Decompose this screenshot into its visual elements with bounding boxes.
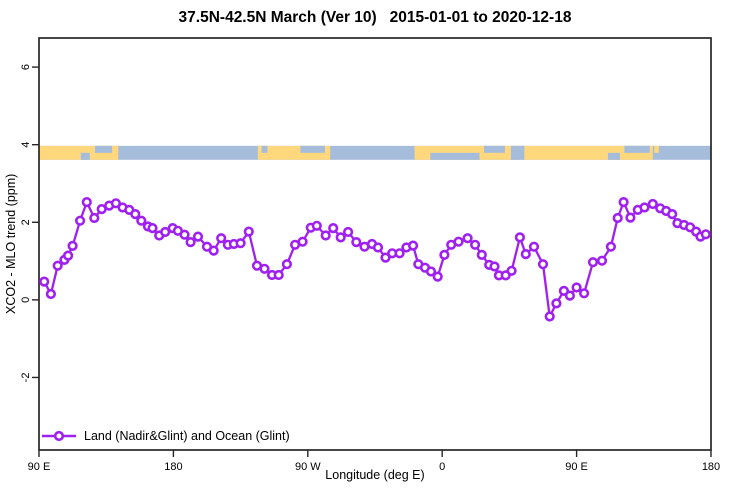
x-tick-label: 0 — [439, 461, 445, 473]
data-point-marker — [179, 229, 190, 240]
data-point-marker — [281, 259, 293, 270]
data-point-marker — [185, 237, 196, 248]
data-point-marker — [667, 209, 678, 220]
data-point-marker — [351, 237, 362, 248]
data-point-marker — [544, 311, 555, 322]
data-point-marker — [311, 220, 322, 231]
data-point-marker — [564, 290, 576, 301]
data-point-marker — [147, 223, 158, 234]
x-tick-label: 90 E — [565, 461, 588, 473]
data-point-marker — [537, 259, 549, 270]
data-point-marker — [520, 249, 531, 260]
y-tick-label: 6 — [20, 64, 32, 70]
data-point-marker — [52, 260, 63, 271]
data-point-marker — [259, 263, 270, 274]
x-tick-label: 90 E — [28, 461, 51, 473]
ocean-patch — [80, 152, 90, 160]
legend: Land (Nadir&Glint) and Ocean (Glint) — [41, 428, 290, 444]
data-point-marker — [394, 248, 405, 259]
y-tick-label: 0 — [20, 297, 32, 303]
data-point-marker — [208, 245, 219, 256]
data-point-marker — [81, 197, 92, 208]
data-point-marker — [130, 209, 141, 220]
data-point-marker — [514, 232, 526, 243]
data-point-marker — [489, 261, 500, 272]
data-point-marker — [506, 265, 517, 276]
data-point-marker — [551, 298, 562, 309]
data-point-marker — [639, 202, 650, 213]
data-point-marker — [462, 233, 473, 244]
x-axis-title: Longitude (deg E) — [325, 468, 425, 482]
data-point-marker — [328, 223, 339, 234]
chart-title: 37.5N-42.5N March (Ver 10) 2015-01-01 to… — [178, 9, 572, 26]
data-point-marker — [528, 241, 540, 252]
legend-label: Land (Nadir&Glint) and Ocean (Glint) — [84, 429, 290, 443]
data-point-marker — [320, 230, 331, 241]
ocean-patch — [484, 145, 505, 153]
x-tick-label: 180 — [702, 461, 720, 473]
ocean-patch — [95, 145, 113, 153]
data-point-marker — [618, 197, 629, 208]
data-point-marker — [700, 229, 711, 240]
data-point-marker — [343, 226, 354, 238]
legend-line-marker-icon — [42, 430, 76, 442]
data-point-marker — [110, 198, 121, 209]
data-point-marker — [425, 266, 437, 277]
ocean-patch — [261, 145, 268, 153]
data-point-marker — [625, 212, 636, 223]
data-point-marker — [380, 252, 391, 263]
data-point-marker — [39, 276, 50, 287]
data-point-marker — [45, 288, 57, 300]
data-point-marker — [67, 240, 78, 251]
data-point-marker — [571, 282, 582, 293]
ocean-patch — [607, 152, 620, 160]
data-point-marker — [439, 249, 450, 260]
plot-box — [38, 37, 712, 451]
ocean-patch — [300, 145, 325, 153]
data-point-marker — [89, 212, 100, 224]
x-tick-label: 180 — [164, 461, 182, 473]
y-tick-label: 4 — [20, 142, 32, 148]
ocean-patch — [430, 152, 480, 160]
data-point-marker — [273, 269, 284, 281]
data-point-marker — [136, 215, 147, 226]
data-point-marker — [160, 226, 171, 238]
data-point-marker — [612, 212, 623, 224]
data-point-marker — [62, 250, 74, 261]
y-tick-label: 2 — [20, 219, 32, 225]
data-point-marker — [74, 215, 86, 226]
data-point-marker — [476, 249, 487, 260]
data-point-marker — [470, 239, 481, 250]
data-point-marker — [235, 238, 246, 249]
data-point-marker — [605, 241, 617, 252]
ocean-patch — [624, 145, 650, 153]
ocean-patch — [510, 145, 525, 160]
data-point-marker — [453, 236, 464, 247]
data-point-marker — [587, 257, 599, 268]
data-point-marker — [408, 240, 419, 251]
data-point-marker — [596, 255, 608, 266]
land-patch — [654, 145, 659, 153]
x-tick-label: 90 W — [295, 461, 321, 473]
data-point-marker — [372, 242, 384, 253]
data-point-marker — [216, 233, 227, 244]
data-point-marker — [243, 226, 254, 237]
data-point-marker — [578, 288, 590, 299]
y-tick-label: -2 — [20, 373, 32, 383]
data-point-marker — [432, 271, 443, 282]
data-point-marker — [647, 198, 658, 210]
data-point-marker — [192, 231, 204, 242]
data-point-marker — [297, 236, 308, 247]
data-point-marker — [335, 232, 346, 243]
land-patch — [113, 145, 119, 160]
